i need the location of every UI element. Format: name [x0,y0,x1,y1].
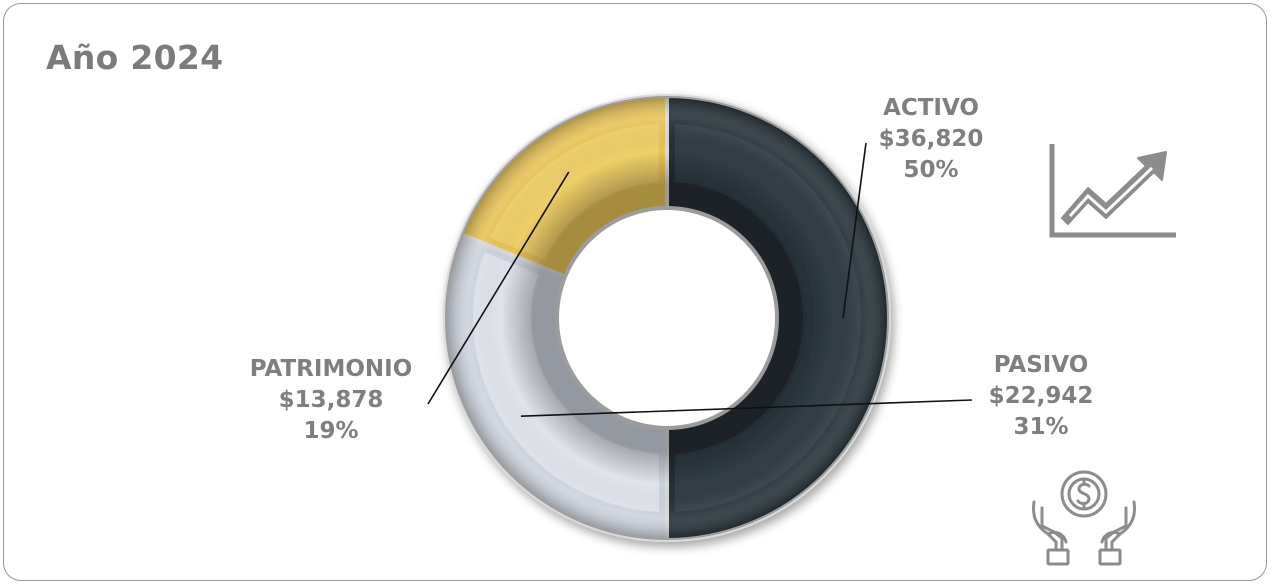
money-in-hands-icon [1032,470,1136,566]
slice-value-activo: $36,820 [878,126,984,152]
slice-label-pasivo: PASIVO $22,942 31% [976,350,1106,443]
donut-hole [559,210,775,426]
chart-title: Año 2024 [46,38,224,77]
slice-name-pasivo: PASIVO [993,352,1089,378]
slice-value-pasivo: $22,942 [988,383,1094,409]
slice-name-activo: ACTIVO [883,95,979,121]
slice-percent-patrimonio: 19% [303,418,359,444]
leader-line-patrimonio [427,171,570,405]
leader-line-activo [842,142,867,319]
slice-percent-pasivo: 31% [1013,414,1069,440]
leader-line-pasivo [520,399,973,418]
slice-label-activo: ACTIVO $36,820 50% [866,93,996,186]
slice-name-patrimonio: PATRIMONIO [249,356,413,382]
slice-label-patrimonio: PATRIMONIO $13,878 19% [236,354,426,447]
slice-percent-activo: 50% [903,157,959,183]
slice-value-patrimonio: $13,878 [278,387,384,413]
trend-up-chart-icon [1049,144,1176,238]
